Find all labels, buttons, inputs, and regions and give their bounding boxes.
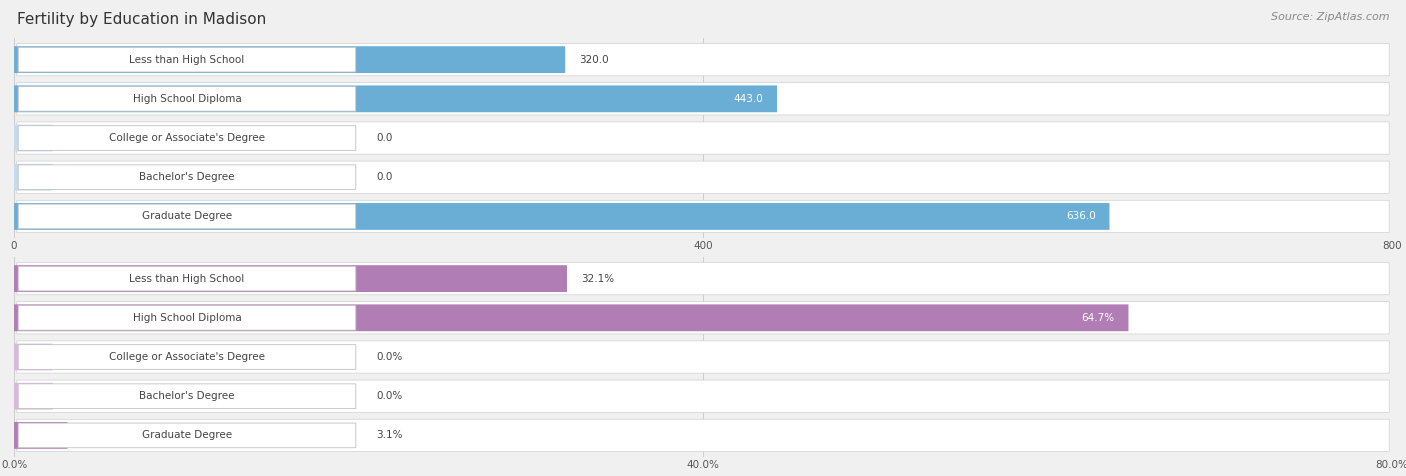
- FancyBboxPatch shape: [18, 126, 356, 150]
- Text: Less than High School: Less than High School: [129, 55, 245, 65]
- Text: Source: ZipAtlas.com: Source: ZipAtlas.com: [1271, 12, 1389, 22]
- FancyBboxPatch shape: [17, 122, 1389, 154]
- FancyBboxPatch shape: [18, 345, 356, 369]
- Text: 64.7%: 64.7%: [1081, 313, 1115, 323]
- FancyBboxPatch shape: [18, 204, 356, 229]
- Text: Bachelor's Degree: Bachelor's Degree: [139, 391, 235, 401]
- Text: 443.0: 443.0: [734, 94, 763, 104]
- Text: Graduate Degree: Graduate Degree: [142, 430, 232, 440]
- Text: High School Diploma: High School Diploma: [132, 94, 242, 104]
- FancyBboxPatch shape: [14, 203, 1109, 230]
- FancyBboxPatch shape: [18, 384, 356, 408]
- FancyBboxPatch shape: [14, 383, 52, 409]
- FancyBboxPatch shape: [17, 380, 1389, 412]
- Text: 0.0%: 0.0%: [377, 391, 402, 401]
- Text: Less than High School: Less than High School: [129, 274, 245, 284]
- Text: College or Associate's Degree: College or Associate's Degree: [110, 352, 264, 362]
- Text: 0.0%: 0.0%: [377, 352, 402, 362]
- Text: 636.0: 636.0: [1066, 211, 1095, 221]
- Text: 320.0: 320.0: [579, 55, 609, 65]
- FancyBboxPatch shape: [17, 341, 1389, 373]
- Text: Graduate Degree: Graduate Degree: [142, 211, 232, 221]
- FancyBboxPatch shape: [17, 302, 1389, 334]
- FancyBboxPatch shape: [17, 262, 1389, 295]
- Text: High School Diploma: High School Diploma: [132, 313, 242, 323]
- Text: Fertility by Education in Madison: Fertility by Education in Madison: [17, 12, 266, 27]
- FancyBboxPatch shape: [18, 47, 356, 72]
- Text: Bachelor's Degree: Bachelor's Degree: [139, 172, 235, 182]
- FancyBboxPatch shape: [14, 164, 52, 190]
- FancyBboxPatch shape: [18, 266, 356, 291]
- FancyBboxPatch shape: [14, 265, 567, 292]
- FancyBboxPatch shape: [14, 46, 565, 73]
- Text: College or Associate's Degree: College or Associate's Degree: [110, 133, 264, 143]
- FancyBboxPatch shape: [14, 422, 67, 449]
- FancyBboxPatch shape: [18, 165, 356, 189]
- FancyBboxPatch shape: [14, 304, 1129, 331]
- FancyBboxPatch shape: [18, 306, 356, 330]
- FancyBboxPatch shape: [14, 125, 52, 151]
- Text: 32.1%: 32.1%: [581, 274, 614, 284]
- Text: 0.0: 0.0: [377, 172, 392, 182]
- FancyBboxPatch shape: [17, 419, 1389, 452]
- FancyBboxPatch shape: [14, 85, 778, 112]
- FancyBboxPatch shape: [18, 423, 356, 448]
- Text: 3.1%: 3.1%: [377, 430, 404, 440]
- FancyBboxPatch shape: [14, 344, 52, 370]
- FancyBboxPatch shape: [17, 200, 1389, 233]
- FancyBboxPatch shape: [17, 83, 1389, 115]
- Text: 0.0: 0.0: [377, 133, 392, 143]
- FancyBboxPatch shape: [17, 43, 1389, 76]
- FancyBboxPatch shape: [17, 161, 1389, 193]
- FancyBboxPatch shape: [18, 87, 356, 111]
